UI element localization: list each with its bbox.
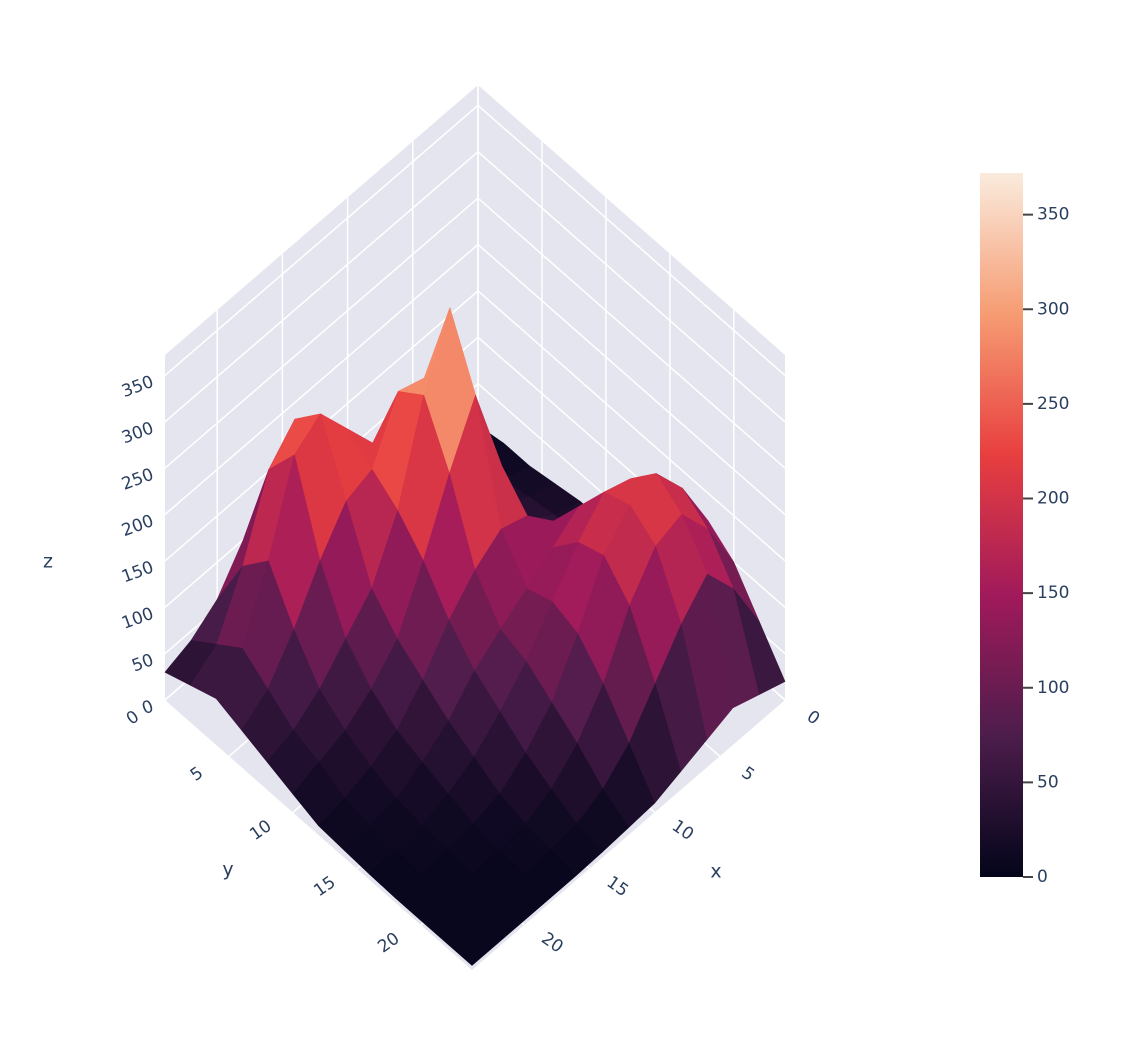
x-tick-label: 5 — [738, 763, 758, 786]
grid-line — [164, 243, 786, 516]
y-tick-label: 10 — [246, 816, 275, 845]
y-tick-label: 20 — [374, 929, 403, 958]
x-axis-title: x — [710, 861, 721, 883]
colorbar-tick-label: 50 — [1037, 772, 1059, 792]
colorbar-tick-label: 250 — [1037, 394, 1069, 414]
colorbar-tick-label: 300 — [1037, 299, 1069, 319]
z-tick-label: 250 — [119, 465, 156, 495]
y-tick-label: 5 — [187, 763, 207, 786]
z-tick-label: 150 — [119, 557, 156, 587]
colorbar-tick-label: 0 — [1037, 867, 1048, 887]
z-axis-title: z — [43, 551, 53, 573]
colorbar-tick-label: 200 — [1037, 489, 1069, 509]
grid-line — [164, 104, 786, 376]
x-tick-label: 10 — [668, 816, 697, 845]
grid-line — [164, 150, 786, 423]
colorbar-tick-label: 100 — [1037, 678, 1069, 698]
z-tick-label: 0 — [139, 697, 156, 719]
colorbar-scale — [980, 173, 1023, 877]
colorbar-tick-label: 350 — [1037, 205, 1069, 225]
z-tick-label: 350 — [119, 372, 156, 402]
x-tick-label: 20 — [538, 929, 567, 958]
x-tick-label: 0 — [803, 707, 823, 730]
colorbar: 0 50 100 150 200 250 300 350 — [980, 173, 1069, 887]
y-tick-label: 15 — [310, 872, 339, 901]
y-axis-title: y — [222, 859, 233, 881]
z-tick-label: 300 — [119, 418, 156, 448]
x-tick-label: 15 — [603, 872, 632, 901]
z-tick-label: 100 — [119, 604, 156, 634]
z-tick-label: 50 — [129, 650, 156, 676]
colorbar-tick-label: 150 — [1037, 583, 1069, 603]
y-tick-label: 0 — [123, 707, 143, 730]
grid-line — [164, 197, 786, 469]
z-tick-label: 200 — [119, 511, 156, 541]
surface — [164, 307, 786, 966]
surface-patch — [446, 920, 499, 966]
